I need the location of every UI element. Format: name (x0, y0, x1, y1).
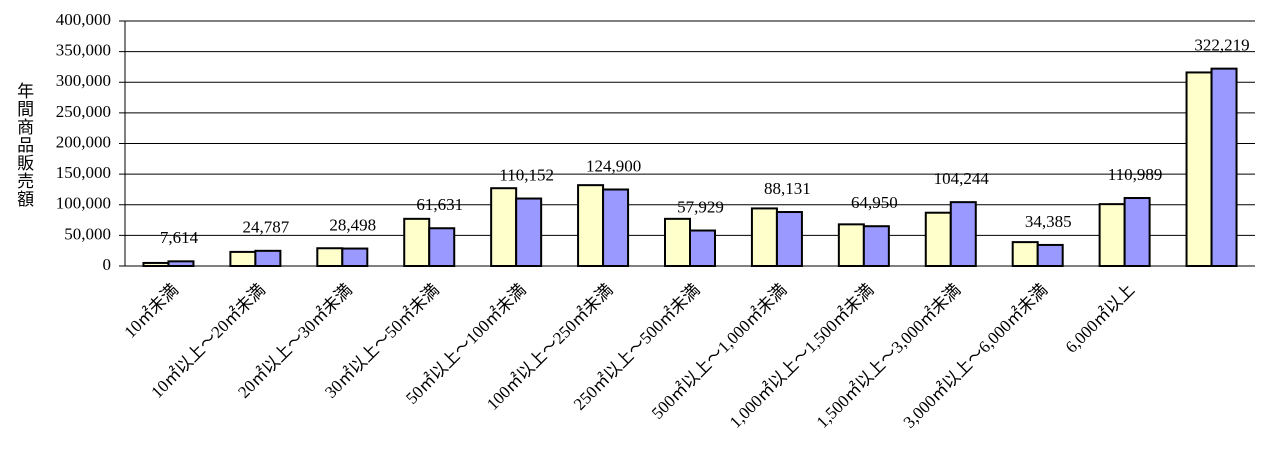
bar (229, 250, 257, 268)
bar (837, 223, 865, 268)
bar (949, 201, 977, 267)
bar (316, 247, 344, 268)
bar (577, 184, 605, 267)
y-tick-label: 400,000 (56, 10, 111, 29)
bar (490, 187, 518, 267)
bar (924, 211, 952, 267)
x-tick-label: 6,000㎡以上 (1062, 280, 1139, 357)
y-tick-label: 150,000 (56, 163, 111, 182)
bar (862, 225, 890, 267)
bar (1098, 203, 1126, 267)
data-label: 28,498 (329, 215, 376, 234)
bar (142, 261, 170, 267)
y-tick-label: 0 (103, 255, 112, 274)
bar (254, 249, 282, 267)
bar (515, 197, 543, 268)
x-tick-label: 1,000㎡以上～1,500㎡未満 (726, 280, 878, 432)
bar (1210, 67, 1238, 267)
y-tick-label: 300,000 (56, 71, 111, 90)
y-tick-label: 50,000 (64, 224, 111, 243)
data-label: 110,989 (1108, 165, 1163, 184)
data-label: 64,950 (851, 193, 898, 212)
data-label: 7,614 (160, 228, 199, 247)
y-tick-label: 250,000 (56, 102, 111, 121)
bar (602, 188, 630, 267)
data-label: 34,385 (1025, 212, 1072, 231)
bar (664, 217, 691, 267)
y-axis-label: 年間商品販売額 (14, 82, 34, 208)
x-tick-label: 3,000㎡以上～6,000㎡未満 (900, 280, 1052, 432)
y-tick-label: 200,000 (56, 132, 111, 151)
x-tick-label: 10㎡未満 (121, 280, 183, 342)
bar (403, 217, 431, 267)
bar (1123, 197, 1151, 268)
bar (750, 207, 778, 268)
data-label: 24,787 (243, 218, 290, 237)
x-tick-label: 1,500㎡以上～3,000㎡未満 (813, 280, 965, 432)
data-label: 57,929 (677, 197, 724, 216)
bar (1036, 243, 1064, 268)
y-tick-label: 350,000 (56, 41, 111, 60)
y-tick-label: 100,000 (56, 194, 111, 213)
bar (1011, 241, 1039, 268)
bar (341, 247, 369, 267)
bar (167, 260, 195, 268)
data-label: 110,152 (499, 165, 554, 184)
bar (775, 211, 803, 267)
data-label: 104,244 (934, 169, 990, 188)
data-label: 61,631 (416, 195, 463, 214)
data-label: 124,900 (586, 156, 641, 175)
bar (689, 229, 716, 268)
bar (1185, 71, 1213, 267)
data-label: 322,219 (1194, 36, 1249, 55)
data-label: 88,131 (764, 179, 811, 198)
bar (428, 227, 456, 267)
